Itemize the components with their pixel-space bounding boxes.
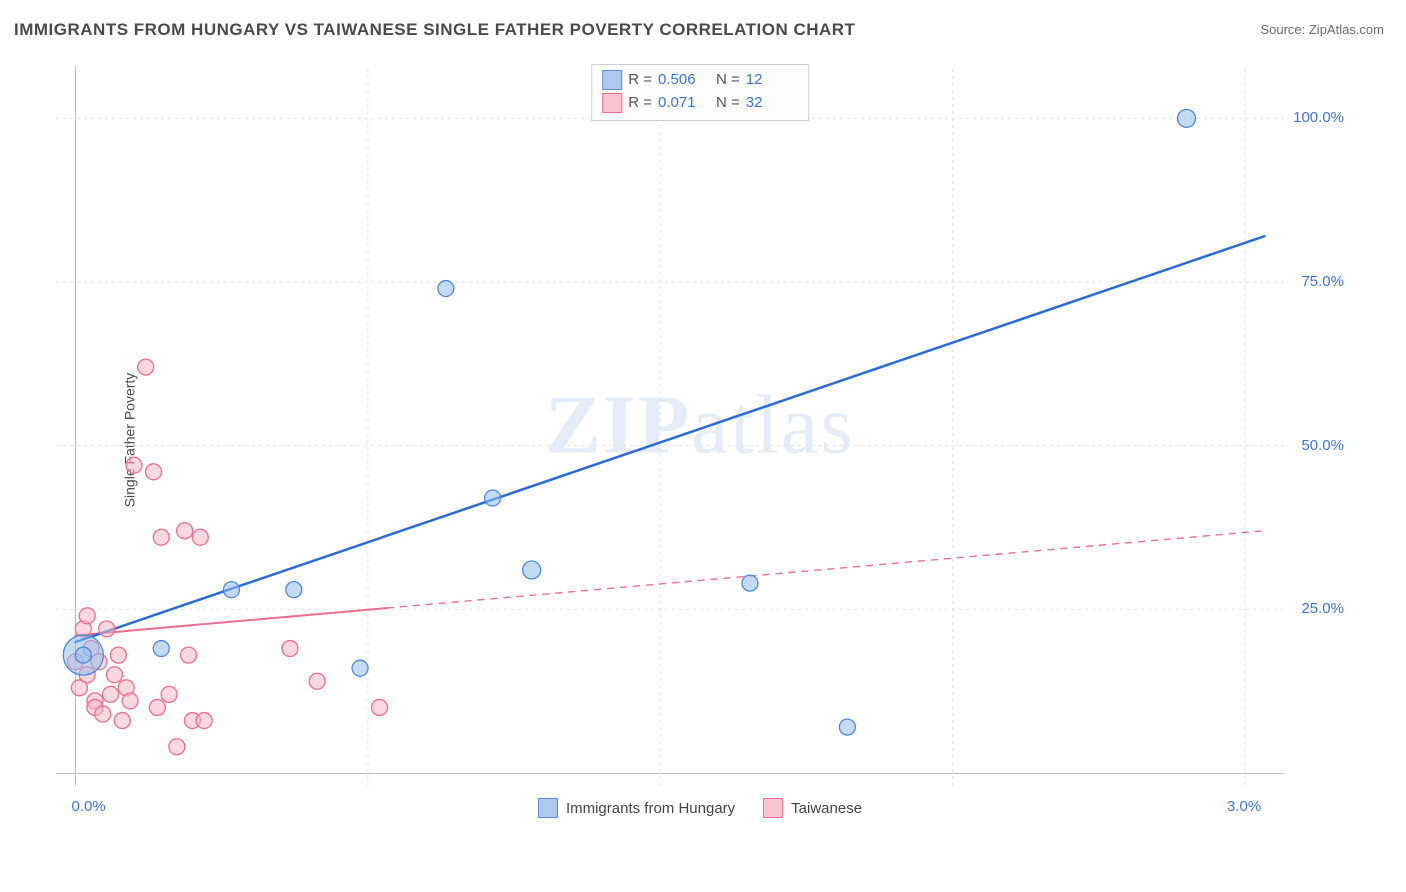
legend-correlation-box: R = 0.506 N = 12 R = 0.071 N = 32 bbox=[591, 64, 809, 121]
y-tick-label: 100.0% bbox=[1293, 109, 1344, 126]
source-attribution: Source: ZipAtlas.com bbox=[1260, 22, 1384, 37]
legend-n-label: N = bbox=[716, 92, 740, 115]
y-tick-label: 25.0% bbox=[1301, 600, 1344, 617]
legend-n-value: 12 bbox=[746, 69, 798, 92]
legend-series: Immigrants from Hungary Taiwanese bbox=[538, 798, 862, 818]
source-label: Source: bbox=[1260, 22, 1308, 37]
plot-area: Single Father Poverty ZIPatlas R =0.506N… bbox=[50, 60, 1350, 820]
legend-swatch bbox=[602, 70, 622, 90]
legend-stat-row: R = 0.071 N = 32 bbox=[602, 92, 798, 115]
x-tick-label: 0.0% bbox=[71, 798, 105, 815]
legend-r-value: 0.071 bbox=[658, 92, 710, 115]
legend-n-value: 32 bbox=[746, 92, 798, 115]
chart-title: IMMIGRANTS FROM HUNGARY VS TAIWANESE SIN… bbox=[14, 20, 855, 40]
legend-series-item: Immigrants from Hungary bbox=[538, 798, 735, 818]
x-tick-label: 3.0% bbox=[1227, 798, 1261, 815]
legend-stat-row: R = 0.506 N = 12 bbox=[602, 69, 798, 92]
legend-r-label: R = bbox=[628, 92, 652, 115]
legend-r-label: R = bbox=[628, 69, 652, 92]
legend-series-label: Taiwanese bbox=[791, 800, 862, 817]
y-tick-label: 75.0% bbox=[1301, 273, 1344, 290]
legend-series-item: Taiwanese bbox=[763, 798, 862, 818]
legend-swatch bbox=[763, 798, 783, 818]
chart-svg bbox=[50, 60, 1350, 820]
legend-series-label: Immigrants from Hungary bbox=[566, 800, 735, 817]
legend-swatch bbox=[602, 93, 622, 113]
legend-n-label: N = bbox=[716, 69, 740, 92]
legend-r-value: 0.506 bbox=[658, 69, 710, 92]
source-value: ZipAtlas.com bbox=[1309, 22, 1384, 37]
legend-swatch bbox=[538, 798, 558, 818]
y-tick-label: 50.0% bbox=[1301, 437, 1344, 454]
